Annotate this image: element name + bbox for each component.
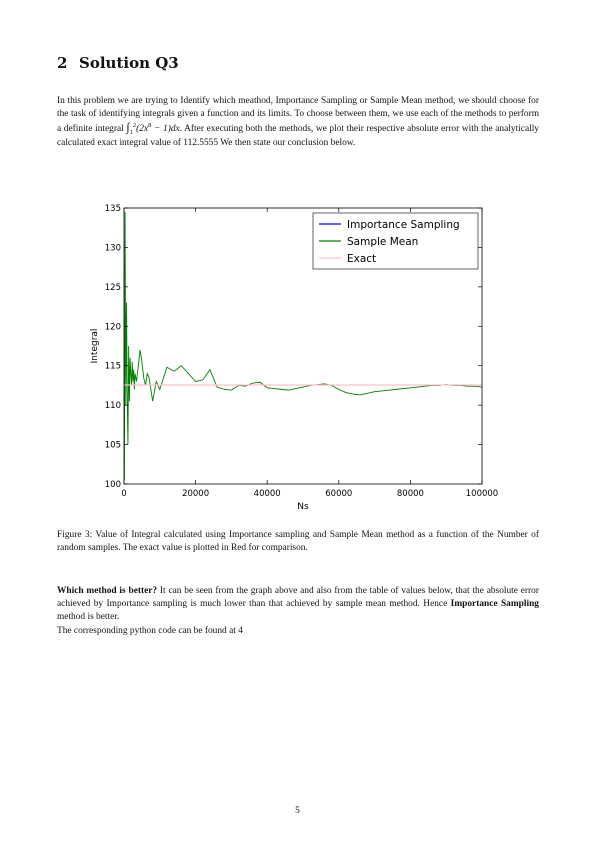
integrand-open: (2x (136, 124, 149, 135)
y-tick-label: 135 (105, 204, 121, 214)
conclusion-paragraph: Which method is better? It can be seen f… (57, 585, 539, 638)
series-line-sample-mean (123, 211, 483, 481)
integral-upper-limit: 2 (132, 122, 137, 130)
legend-label-sample-mean: Sample Mean (347, 236, 418, 248)
x-tick-label: 60000 (325, 489, 352, 499)
conclusion-body-2: method is better. (57, 612, 120, 623)
page-number: 5 (295, 806, 300, 816)
conclusion-lead: Which method is better? (57, 586, 158, 596)
section-title: Solution Q3 (79, 54, 179, 72)
integrand-power: 8 (148, 122, 152, 130)
intro-text-1: In this problem we are trying to Identif… (57, 96, 539, 135)
legend-label-importance-sampling: Importance Sampling (347, 219, 460, 231)
x-tick-label: 40000 (254, 489, 281, 499)
y-axis-label: Integral (90, 329, 100, 364)
section-number: 2 (57, 54, 68, 72)
code-note: The corresponding python code can be fou… (57, 625, 243, 636)
conclusion-emphasis: Importance Sampling (450, 599, 539, 610)
x-axis-label: Ns (297, 502, 309, 512)
legend-label-exact: Exact (347, 253, 376, 265)
x-tick-label: 20000 (182, 489, 209, 499)
conclusion-body-1: It can be seen from the graph above and … (57, 586, 539, 610)
legend-box (312, 212, 479, 270)
x-tick-label: 100000 (466, 489, 498, 499)
integral-lower-limit: 1 (129, 129, 133, 137)
y-tick-label: 120 (105, 322, 121, 332)
x-tick-label: 0 (121, 489, 126, 499)
plot-frame (123, 207, 483, 485)
y-tick-label: 105 (105, 441, 121, 451)
y-tick-label: 115 (105, 362, 121, 372)
integrand-close: − 1)dx (151, 124, 180, 135)
y-tick-label: 125 (105, 283, 121, 293)
integral-expression: ∫12(2x8 − 1)dx (126, 120, 180, 137)
integral-chart: 0 20000 40000 60000 80000 100000 100 105 110 115 1… (90, 204, 498, 512)
x-tick-label: 80000 (397, 489, 424, 499)
section-heading: 2 Solution Q3 (57, 54, 179, 72)
y-tick-label: 100 (105, 480, 121, 490)
intro-text-2: . After executing both the methods, we p… (57, 124, 539, 148)
y-tick-label: 110 (105, 401, 121, 411)
y-tick-label: 130 (105, 243, 121, 253)
intro-paragraph: In this problem we are trying to Identif… (57, 95, 539, 150)
figure-caption: Figure 3: Value of Integral calculated u… (57, 530, 539, 554)
